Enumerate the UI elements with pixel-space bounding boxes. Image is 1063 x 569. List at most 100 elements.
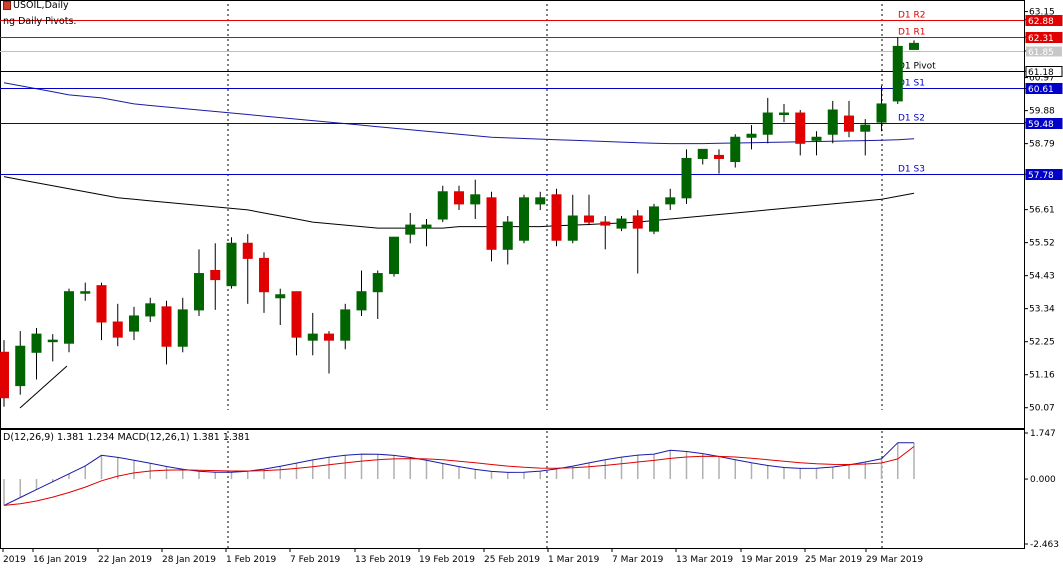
candle-bull — [746, 133, 757, 138]
candle-bull — [827, 109, 838, 135]
time-tick-label: 25 Mar 2019 — [805, 555, 862, 565]
candle-bull — [535, 197, 546, 205]
candle-bull — [681, 157, 692, 199]
chart-title: USOIL,Daily — [3, 0, 69, 11]
candle-bear — [600, 221, 611, 226]
candle-bear — [551, 194, 562, 241]
time-tick-label: 25 Feb 2019 — [484, 555, 540, 565]
candle-bull — [811, 136, 822, 141]
macd-tick-label: 0.000 — [1030, 475, 1056, 485]
candle-bull — [275, 294, 286, 299]
candle-bear — [112, 321, 123, 338]
candle-bear — [844, 115, 854, 132]
candle-bull — [372, 273, 383, 293]
pivot-label: D1 S1 — [898, 79, 925, 89]
candle-bear — [259, 257, 269, 293]
pivot-price-tag — [1025, 15, 1063, 26]
ma-slow-line — [3, 82, 915, 145]
candle-bull — [519, 197, 529, 241]
candle-bull — [860, 124, 871, 132]
indicator-name: ng Daily Pivots. — [3, 16, 77, 27]
price-tick-label: 63.15 — [1029, 8, 1055, 18]
price-tick-label: 53.34 — [1029, 305, 1055, 315]
price-panel-frame — [0, 0, 1025, 429]
candle-bull — [762, 112, 773, 135]
pivot-price-tag — [1025, 118, 1063, 129]
pivot-price-tag-text: 62.31 — [1028, 34, 1054, 44]
candle-bear — [324, 333, 334, 341]
time-tick-label: 1 Mar 2019 — [548, 555, 600, 565]
macd-tick-label: -2.463 — [1030, 540, 1059, 550]
candle-bull — [909, 42, 919, 50]
pivot-price-tag — [1025, 66, 1063, 77]
candle-bull — [730, 136, 741, 162]
candle-bear — [795, 112, 806, 144]
time-tick-label: 1 Feb 2019 — [226, 555, 277, 565]
candle-bear — [632, 215, 643, 229]
candle-bull — [307, 333, 318, 341]
candle-bull — [405, 224, 416, 235]
candle-bull — [421, 224, 432, 229]
price-tick-label: 55.52 — [1029, 239, 1055, 249]
price-tick-label: 54.43 — [1029, 272, 1055, 282]
price-tick-label: 58.79 — [1029, 140, 1055, 150]
pivot-label: D1 Pivot — [898, 62, 936, 72]
candle-bull — [47, 339, 58, 343]
candle-bull — [129, 315, 139, 332]
candle-bull — [15, 345, 26, 387]
candle-bull — [80, 291, 91, 294]
candle-bear — [454, 191, 464, 205]
candle-bear — [96, 285, 107, 323]
time-tick-label: 19 Mar 2019 — [741, 555, 798, 565]
pivot-price-tag — [1025, 83, 1063, 94]
time-tick-label: 7 Mar 2019 — [612, 555, 664, 565]
macd-label: D(12,26,9) 1.381 1.234 MACD(12,26,1) 1.3… — [3, 432, 251, 443]
candle-bear — [486, 197, 497, 250]
candle-bull — [194, 273, 204, 311]
pivot-label: D1 R2 — [898, 11, 926, 21]
current-price-tag — [1026, 46, 1062, 57]
time-tick-label: 28 Jan 2019 — [162, 555, 216, 565]
candle-bull — [340, 309, 351, 341]
candle-bear — [242, 242, 253, 259]
price-tick-label: 50.07 — [1029, 404, 1055, 414]
candle-bull — [389, 236, 399, 275]
time-tick-label: 13 Mar 2019 — [676, 555, 733, 565]
candle-bear — [161, 306, 172, 347]
ma-fast-line — [3, 176, 915, 229]
macd-tick-label: 1.747 — [1030, 429, 1056, 439]
candle-bull — [567, 215, 578, 241]
chart-window-icon — [3, 1, 11, 10]
pivot-label: D1 S2 — [898, 114, 925, 124]
candle-bull — [697, 148, 708, 159]
time-tick-label: 22 Jan 2019 — [98, 555, 152, 565]
candle-bull — [177, 309, 188, 347]
candle-bull — [649, 206, 659, 232]
price-tick-label: 51.16 — [1029, 371, 1055, 381]
candle-bull — [64, 291, 74, 344]
candle-bull — [470, 194, 481, 205]
candle-bear — [0, 351, 9, 399]
macd-line — [3, 442, 914, 506]
candle-bull — [502, 221, 513, 250]
pivot-label: D1 S3 — [898, 165, 925, 175]
price-tick-label: 59.88 — [1029, 107, 1055, 117]
candle-bull — [876, 103, 887, 123]
time-tick-label: 13 Feb 2019 — [355, 555, 411, 565]
candle-bull — [356, 291, 367, 311]
candle-bear — [210, 270, 221, 281]
candle-bull — [226, 242, 237, 287]
current-price-tag-text: 61.85 — [1028, 48, 1054, 58]
time-tick-label: 19 Feb 2019 — [419, 555, 475, 565]
candle-bear — [714, 154, 724, 159]
price-tick-label: 56.61 — [1029, 206, 1055, 216]
pivot-price-tag-text: 59.48 — [1028, 120, 1054, 130]
candle-bull — [145, 303, 156, 317]
candle-bull — [892, 45, 903, 102]
price-tick-label: 52.25 — [1029, 338, 1055, 348]
time-tick-label: 7 Feb 2019 — [290, 555, 341, 565]
candle-bull — [437, 191, 448, 220]
time-tick-label: 16 Jan 2019 — [33, 555, 87, 565]
candle-bear — [584, 215, 594, 223]
